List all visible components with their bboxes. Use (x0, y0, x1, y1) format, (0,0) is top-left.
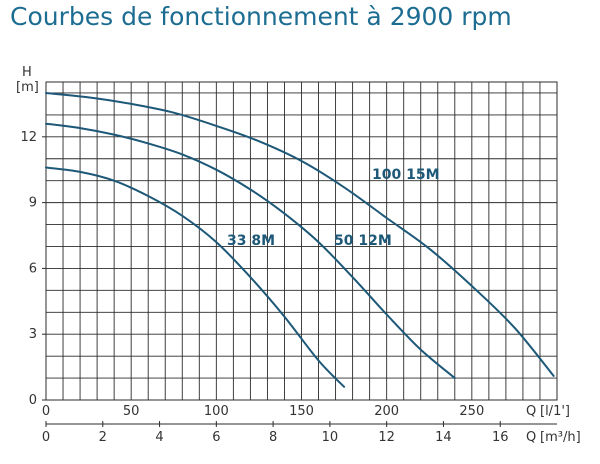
curve-2 (45, 122, 456, 380)
x-axis-symbol-m3h: Q (526, 430, 536, 445)
x-axis-symbol-lpm: Q (526, 404, 536, 419)
y-tick-label: 0 (29, 393, 37, 408)
grid (42, 81, 558, 427)
plot-frame (45, 81, 558, 401)
x-axis-unit-lpm: [l/1'] (540, 404, 570, 419)
x-tick-label-m3h: 10 (322, 430, 339, 445)
x-tick-label-m3h: 12 (378, 430, 395, 445)
y-tick-label: 9 (29, 196, 37, 211)
x-tick-label-m3h: 0 (42, 430, 50, 445)
y-axis-symbol: H (22, 65, 32, 80)
x-tick-label-m3h: 8 (269, 430, 277, 445)
series-label-2: 50 12M (334, 233, 392, 249)
x-tick-label-lpm: 100 (204, 404, 229, 419)
series-label-1: 33 8M (227, 233, 275, 249)
x-tick-label-lpm: 200 (374, 404, 399, 419)
curve-1 (45, 166, 346, 388)
chart-title: Courbes de fonctionnement à 2900 rpm (10, 2, 512, 31)
x-tick-label-lpm: 0 (42, 404, 50, 419)
x-tick-label-m3h: 14 (435, 430, 452, 445)
x-tick-label-m3h: 6 (212, 430, 220, 445)
x-tick-label-m3h: 4 (155, 430, 163, 445)
labels: 0 3 6 9 12 H[m] 0 50 100 150 200 250 Q [l/1'] 0 2 4 6 8 10 1… (16, 65, 581, 445)
x-tick-label-m3h: 16 (492, 430, 509, 445)
x-axis-unit-m3h: [m³/h] (540, 430, 581, 445)
y-axis-unit: [m] (16, 80, 39, 95)
x-tick-label-lpm: 50 (123, 404, 140, 419)
y-tick-label: 3 (29, 327, 37, 342)
series-label-3: 100 15M (372, 167, 440, 183)
curves (45, 92, 555, 388)
x-tick-label-lpm: 250 (459, 404, 484, 419)
curve-3 (45, 92, 555, 377)
x-tick-label-lpm: 150 (289, 404, 314, 419)
x-tick-label-m3h: 2 (99, 430, 107, 445)
y-tick-label: 12 (20, 130, 37, 145)
y-tick-label: 6 (29, 261, 37, 276)
